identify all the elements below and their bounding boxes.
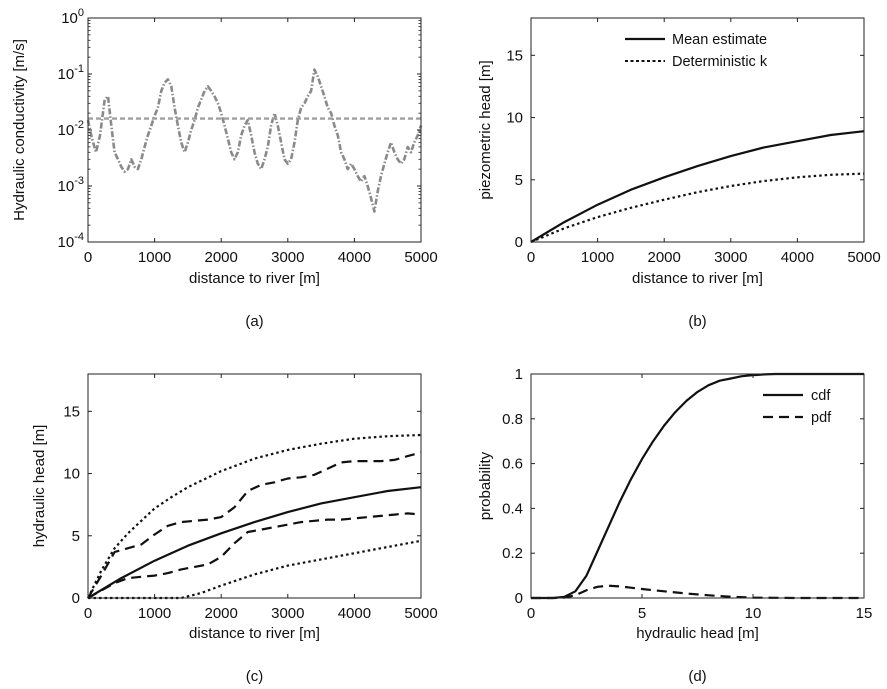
panel-d-caption: (d) [688,668,706,685]
panel-c-y-tick-label: 0 [72,590,80,607]
panel-a-plot-area [86,68,423,213]
panel-b-plot-area [530,130,865,244]
panel-b-x-tick-label: 0 [527,249,535,266]
panel-d-legend: cdf pdf [763,388,832,426]
panel-d-y-tick-label: 0.8 [502,411,523,428]
panel-d-series-pdf-line [531,584,864,600]
panel-c-xlabel: distance to river [m] [189,625,320,642]
panel-c-y-tick-label: 15 [63,403,80,420]
legend-deterministic-k-label: Deterministic k [672,54,768,70]
panel-b-x-tick-label: 3000 [714,249,747,266]
panel-c-series-2-line [87,451,422,599]
panel-c-x-tick-label: 1000 [138,605,171,622]
panel-d-xlabel: hydraulic head [m] [636,625,759,642]
panel-a-x-tick-label: 0 [84,249,92,266]
panel-c-y-tick-label: 5 [72,528,80,545]
panel-a-x-tick-label: 1000 [138,249,171,266]
panel-b-y-tick-label: 10 [506,110,523,127]
panel-d-ylabel: probability [477,451,494,520]
panel-a-y-tick-label: 10-4 [58,231,84,251]
panel-d-y-tick-label: 0.4 [502,500,523,517]
panel-b-caption: (b) [688,313,706,330]
panel-c-series-1-line [87,486,422,599]
panel-b-x-tick-label: 2000 [648,249,681,266]
panel-d-x-tick-label: 10 [745,605,762,622]
panel-d-y-tick-label: 0 [515,590,523,607]
panel-c-ylabel: hydraulic head [m] [31,425,48,548]
panel-a-x-tick-label: 4000 [338,249,371,266]
legend-cdf-label: cdf [811,388,831,404]
panel-b-y-tick-label: 5 [515,172,523,189]
panel-b-ticks: 0 1000 2000 3000 4000 5000 0 5 10 15 [506,18,881,266]
panel-d-x-tick-label: 5 [638,605,646,622]
panel-a-x-tick-label: 2000 [205,249,238,266]
panel-c-ticks: 0 1000 2000 3000 4000 5000 0 5 10 15 [63,374,438,622]
panel-a-x-tick-label: 5000 [404,249,437,266]
panel-d-x-tick-label: 15 [856,605,873,622]
panel-c-series-4-line [87,433,422,599]
legend-pdf-label: pdf [811,410,832,426]
panel-b-x-tick-label: 4000 [781,249,814,266]
panel-a-xlabel: distance to river [m] [189,270,320,287]
panel-c: 0 1000 2000 3000 4000 5000 0 5 10 15 distance to … [31,373,438,685]
legend-mean-estimate-label: Mean estimate [672,32,767,48]
panel-c-x-tick-label: 5000 [404,605,437,622]
panel-d-y-tick-label: 0.6 [502,456,523,473]
panel-d-x-tick-label: 0 [527,605,535,622]
panel-c-series-3-line [87,512,422,599]
panel-c-caption: (c) [246,668,264,685]
panel-a-y-tick-label: 100 [61,7,84,27]
panel-a-axes-box [87,17,422,243]
panel-c-plot-area [87,433,422,600]
panel-b-legend: Mean estimate Deterministic k [625,32,768,70]
panel-a-y-tick-label: 10-2 [58,119,84,139]
panel-d-series-cdf-line [531,372,864,600]
panel-a-series-1-line [86,68,423,213]
panel-a-y-tick-label: 10-3 [58,175,84,195]
panel-b-xlabel: distance to river [m] [632,270,763,287]
panel-b-y-tick-label: 15 [506,47,523,64]
panel-d-ticks: 0 5 10 15 0 0.2 0.4 0.6 0.8 1 [502,366,872,622]
panel-b-axes-box [530,17,865,243]
panel-d-axes-box [530,373,865,599]
panel-a-y-tick-label: 10-1 [58,63,84,83]
panel-b-x-tick-label: 1000 [581,249,614,266]
panel-b-series-mean-estimate-line [530,130,865,243]
panel-b-x-tick-label: 5000 [847,249,880,266]
panel-b-y-tick-label: 0 [515,234,523,251]
panel-d-y-tick-label: 0.2 [502,545,523,562]
panel-a-ticks: 0 1000 2000 3000 4000 5000 10-4 10-3 10-2 10-1 100 [58,7,438,266]
panel-a: 0 1000 2000 3000 4000 5000 10-4 10-3 10-2 10-1 100… [11,7,438,330]
panel-d-y-tick-label: 1 [515,366,523,383]
panel-c-x-tick-label: 3000 [271,605,304,622]
panel-c-axes-box [87,373,422,599]
panel-a-ylabel: Hydraulic conductivity [m/s] [11,39,28,221]
panel-d: 0 5 10 15 0 0.2 0.4 0.6 0.8 1 cdf pdf hydraulic h… [477,366,872,685]
panel-b-series-deterministic-k-line [530,172,865,244]
panel-c-x-tick-label: 2000 [205,605,238,622]
panel-d-plot-area [531,372,864,600]
panel-c-y-tick-label: 10 [63,466,80,483]
panel-b: 0 1000 2000 3000 4000 5000 0 5 10 15 Mean estimat… [477,17,881,330]
panel-a-x-tick-label: 3000 [271,249,304,266]
panel-a-caption: (a) [245,313,263,330]
panel-b-ylabel: piezometric head [m] [477,60,494,199]
panel-c-x-tick-label: 0 [84,605,92,622]
panel-c-x-tick-label: 4000 [338,605,371,622]
